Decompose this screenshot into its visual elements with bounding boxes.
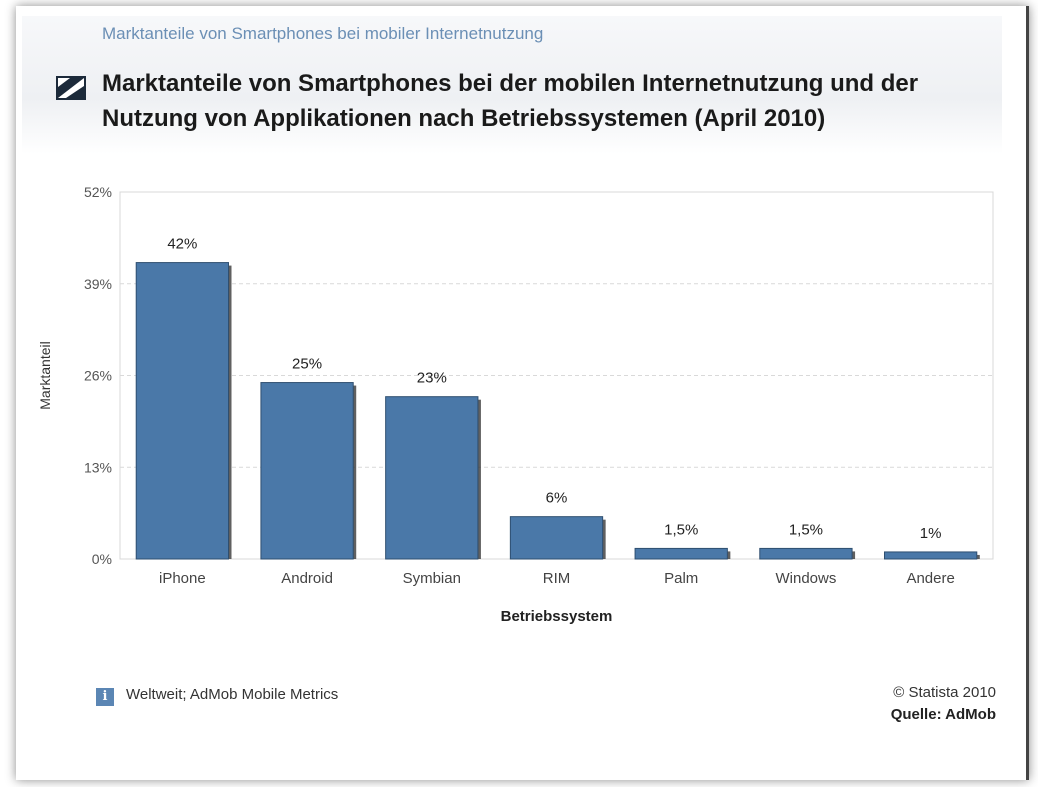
data-label: 42%	[167, 236, 197, 253]
bar-chart: 0% 13% 26% 39% 52% Marktanteil 42% iPhone 25% And…	[37, 184, 994, 625]
bar-rim[interactable]	[509, 516, 604, 560]
x-axis-label: Betriebssystem	[501, 608, 613, 625]
y-tick-label: 39%	[84, 276, 112, 292]
data-label: 1%	[920, 525, 942, 542]
y-axis-label: Marktanteil	[37, 341, 53, 409]
bar-android[interactable]	[260, 382, 354, 560]
bar-andere[interactable]	[883, 551, 978, 560]
data-label: 1,5%	[789, 521, 823, 538]
source-label: Quelle: AdMob	[890, 706, 996, 723]
data-label: 25%	[292, 356, 322, 373]
y-tick-label: 52%	[84, 184, 112, 200]
x-tick-label: RIM	[543, 570, 571, 587]
bar-windows[interactable]	[759, 547, 853, 560]
y-tick-label: 26%	[84, 368, 112, 384]
x-tick-label: Symbian	[403, 570, 461, 587]
header-strip: Marktanteile von Smartphones bei mobiler…	[22, 16, 1002, 154]
bar-palm[interactable]	[634, 547, 728, 560]
y-tick-label: 0%	[92, 551, 112, 567]
y-tick-label: 13%	[84, 459, 112, 475]
x-tick-label: Andere	[906, 570, 954, 587]
data-label: 1,5%	[664, 521, 698, 538]
bar-symbian[interactable]	[385, 396, 479, 560]
data-label: 23%	[417, 370, 447, 387]
data-label: 6%	[546, 490, 568, 507]
copyright: © Statista 2010	[893, 684, 996, 701]
footer-note: Weltweit; AdMob Mobile Metrics	[126, 686, 339, 703]
chart-title: Marktanteile von Smartphones bei der mob…	[102, 70, 919, 132]
statista-logo-icon	[56, 76, 86, 100]
breadcrumb[interactable]: Marktanteile von Smartphones bei mobiler…	[102, 24, 544, 43]
bar-iphone[interactable]	[135, 262, 230, 560]
x-tick-label: Palm	[664, 570, 698, 587]
info-icon[interactable]: i	[96, 688, 114, 706]
x-tick-label: iPhone	[159, 570, 206, 587]
x-tick-label: Windows	[775, 570, 836, 587]
x-tick-label: Android	[281, 570, 333, 587]
